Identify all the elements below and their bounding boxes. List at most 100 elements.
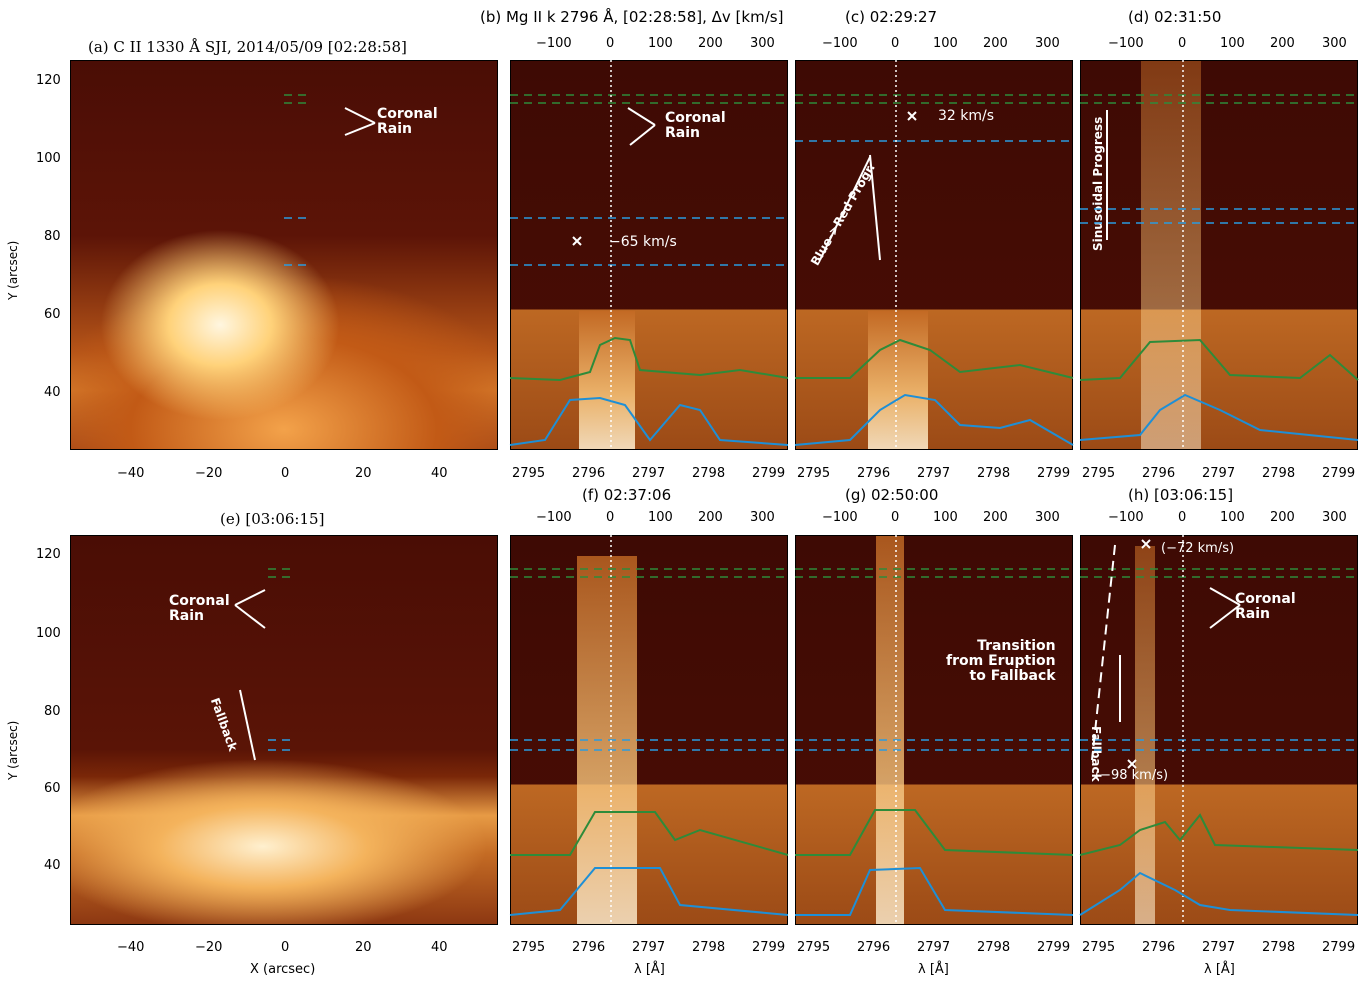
lambda-tick: 2799 xyxy=(752,940,786,955)
y-tick: 100 xyxy=(36,626,61,641)
transition-label: Transition from Eruption to Fallback xyxy=(946,638,1056,684)
panel-d-title: (d) 02:31:50 xyxy=(1128,8,1222,26)
lambda-tick: 2798 xyxy=(692,466,726,481)
v-tick: 0 xyxy=(1178,36,1187,51)
x-tick: 0 xyxy=(281,466,290,481)
lambda-tick: 2796 xyxy=(1142,940,1176,955)
x-axis-label: X (arcsec) xyxy=(250,962,316,977)
panel-b-image: Coronal Rain −65 km/s xyxy=(510,60,788,450)
coronal-rain-label: Coronal Rain xyxy=(665,110,726,141)
v-tick: −100 xyxy=(1108,36,1144,51)
panel-e-title: (e) [03:06:15] xyxy=(220,510,325,528)
lambda-tick: 2797 xyxy=(917,466,951,481)
x-tick: −20 xyxy=(195,466,223,481)
y-tick: 60 xyxy=(44,781,61,796)
v-tick: 100 xyxy=(1220,36,1245,51)
panel-f-title: (f) 02:37:06 xyxy=(582,486,672,504)
lambda-tick: 2798 xyxy=(977,466,1011,481)
v-tick: 100 xyxy=(933,510,958,525)
v-tick: 100 xyxy=(1220,510,1245,525)
y-tick: 100 xyxy=(36,151,61,166)
v-tick: 300 xyxy=(1035,510,1060,525)
v-tick: 0 xyxy=(1178,510,1187,525)
y-tick: 40 xyxy=(44,858,61,873)
lambda-axis-label: λ [Å] xyxy=(634,962,665,977)
lambda-tick: 2799 xyxy=(1037,466,1071,481)
v-tick: 200 xyxy=(698,36,723,51)
lambda-tick: 2799 xyxy=(1322,940,1356,955)
lambda-tick: 2795 xyxy=(512,466,546,481)
v-tick: 300 xyxy=(1322,510,1347,525)
y-tick: 120 xyxy=(36,547,61,562)
x-tick: 40 xyxy=(431,940,448,955)
lambda-tick: 2796 xyxy=(1142,466,1176,481)
lambda-tick: 2795 xyxy=(512,940,546,955)
lambda-tick: 2797 xyxy=(632,940,666,955)
y-tick: 80 xyxy=(44,229,61,244)
coronal-rain-label: Coronal Rain xyxy=(169,593,230,624)
x-tick: 40 xyxy=(431,466,448,481)
lambda-axis-label: λ [Å] xyxy=(1204,962,1235,977)
lambda-tick: 2797 xyxy=(1202,466,1236,481)
x-tick: −40 xyxy=(117,940,145,955)
velocity-label: −65 km/s xyxy=(609,234,677,250)
v-tick: 300 xyxy=(1322,36,1347,51)
x-tick: −40 xyxy=(117,466,145,481)
y-tick: 40 xyxy=(44,385,61,400)
lambda-tick: 2796 xyxy=(857,940,891,955)
lambda-tick: 2797 xyxy=(1202,940,1236,955)
v-tick: 0 xyxy=(891,510,900,525)
lambda-tick: 2799 xyxy=(1037,940,1071,955)
v-tick: 200 xyxy=(1270,510,1295,525)
lambda-tick: 2798 xyxy=(1262,466,1296,481)
lambda-tick: 2799 xyxy=(752,466,786,481)
lambda-tick: 2798 xyxy=(977,940,1011,955)
lambda-tick: 2795 xyxy=(797,940,831,955)
v-tick: 300 xyxy=(750,510,775,525)
y-tick: 60 xyxy=(44,307,61,322)
coronal-rain-label: Coronal Rain xyxy=(377,106,438,137)
panel-g-title: (g) 02:50:00 xyxy=(845,486,939,504)
y-tick: 120 xyxy=(36,73,61,88)
x-tick: −20 xyxy=(195,940,223,955)
v-tick: 0 xyxy=(606,510,615,525)
panel-g-image: Transition from Eruption to Fallback xyxy=(795,535,1073,925)
v-tick: 100 xyxy=(648,510,673,525)
v-tick: 200 xyxy=(983,36,1008,51)
v-tick: −100 xyxy=(822,36,858,51)
panel-e-image: Coronal Rain Fallback xyxy=(70,535,498,925)
lambda-tick: 2796 xyxy=(857,466,891,481)
lambda-tick: 2795 xyxy=(1082,940,1116,955)
v-tick: 300 xyxy=(1035,36,1060,51)
coronal-rain-label: Coronal Rain xyxy=(1235,591,1296,622)
v-tick: 100 xyxy=(648,36,673,51)
panel-d-image: Sinusoidal Progress xyxy=(1080,60,1358,450)
lambda-tick: 2796 xyxy=(572,466,606,481)
velocity-label: (−72 km/s) xyxy=(1161,541,1235,556)
panel-f-image xyxy=(510,535,788,925)
v-tick: 0 xyxy=(891,36,900,51)
lambda-tick: 2795 xyxy=(1082,466,1116,481)
lambda-axis-label: λ [Å] xyxy=(918,962,949,977)
v-tick: 0 xyxy=(606,36,615,51)
v-tick: −100 xyxy=(1108,510,1144,525)
velocity-label: 32 km/s xyxy=(938,108,995,124)
x-tick: 0 xyxy=(281,940,290,955)
v-tick: 200 xyxy=(1270,36,1295,51)
lambda-tick: 2797 xyxy=(632,466,666,481)
x-tick: 20 xyxy=(355,466,372,481)
panel-h-title: (h) [03:06:15] xyxy=(1128,486,1234,504)
lambda-tick: 2797 xyxy=(917,940,951,955)
v-tick: 200 xyxy=(983,510,1008,525)
x-tick: 20 xyxy=(355,940,372,955)
v-tick: 200 xyxy=(698,510,723,525)
v-tick: 100 xyxy=(933,36,958,51)
v-tick: 300 xyxy=(750,36,775,51)
lambda-tick: 2798 xyxy=(1262,940,1296,955)
v-tick: −100 xyxy=(536,36,572,51)
panel-a-image: Coronal Rain xyxy=(70,60,498,450)
y-tick: 80 xyxy=(44,704,61,719)
panel-c-title: (c) 02:29:27 xyxy=(845,8,938,26)
velocity-label: (−98 km/s) xyxy=(1095,768,1169,783)
